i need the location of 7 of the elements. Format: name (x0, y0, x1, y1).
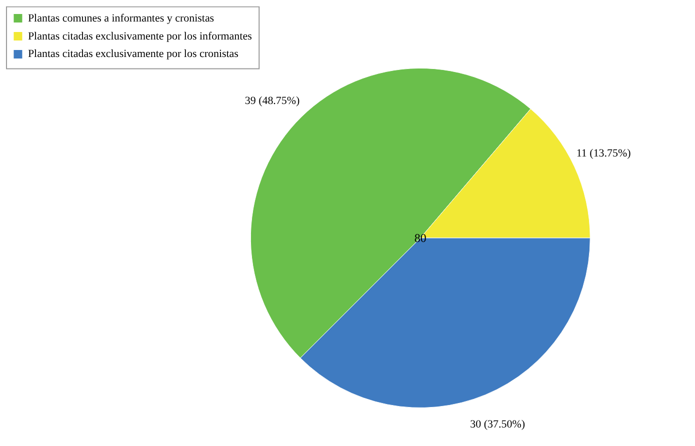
data-label: 39 (48.75%) (244, 95, 300, 108)
legend-label: Plantas citadas exclusivamente por los informantes (28, 30, 252, 42)
text: 80 (414, 230, 426, 245)
data-label: 11 (13.75%) (576, 148, 632, 160)
legend-label: Plantas citadas exclusivamente por los cronistas (28, 48, 238, 60)
data-label: 30 (37.50%) (470, 418, 526, 430)
legend-label: Plantas comunes a informantes y cronistas (28, 12, 214, 24)
